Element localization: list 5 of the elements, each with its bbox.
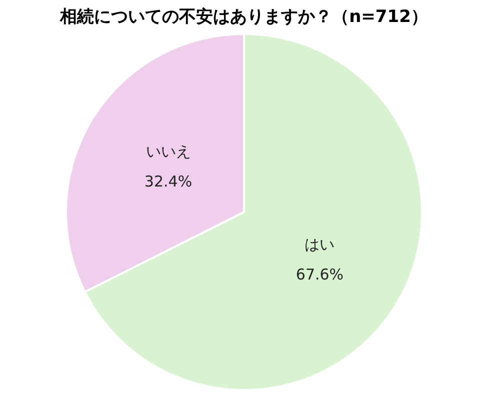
slice-label: いいえ [146,142,191,160]
slice-label: はい [304,236,335,254]
data-label: 32.4% [144,172,192,190]
chart-title: 相続についての不安はありますか？（n=712） [59,7,428,27]
data-label: 67.6% [296,266,344,284]
